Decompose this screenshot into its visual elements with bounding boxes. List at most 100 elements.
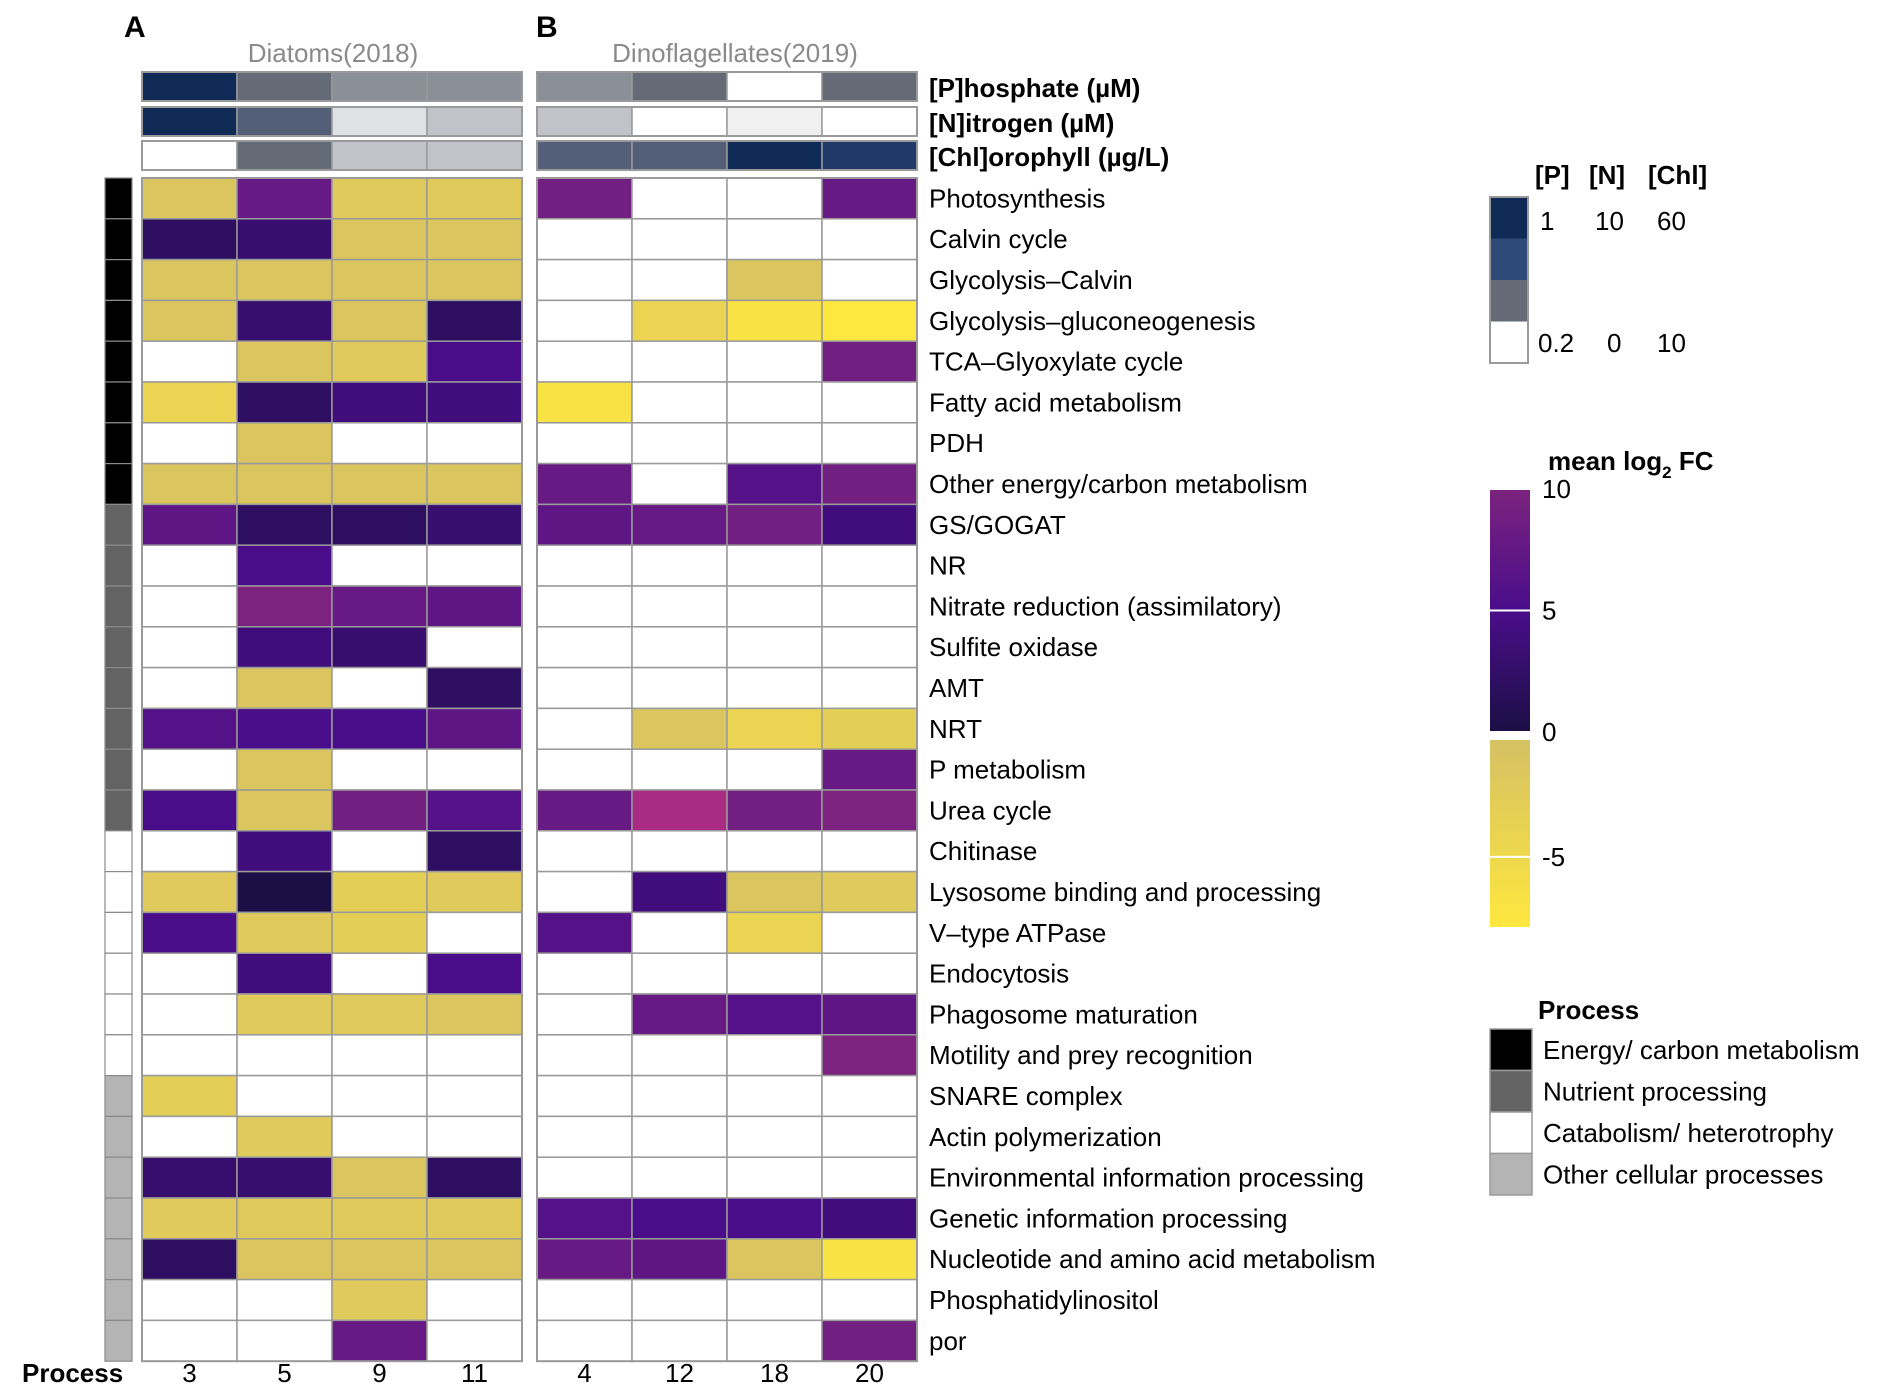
heatmap-cell <box>236 177 333 220</box>
heatmap-cell <box>236 789 333 832</box>
heatmap-cell <box>631 789 728 832</box>
row-label: PDH <box>929 428 984 458</box>
heatmap-cell <box>536 218 633 261</box>
heatmap-cell <box>821 258 918 302</box>
heatmap-cell <box>141 911 238 954</box>
heatmap-cell <box>536 1238 633 1281</box>
fc-legend-tick-label: -5 <box>1542 842 1565 872</box>
heatmap-cell <box>726 1319 823 1362</box>
heatmap-cell <box>141 1238 238 1281</box>
column-label: 4 <box>577 1358 591 1387</box>
process-legend-label: Catabolism/ heterotrophy <box>1543 1118 1833 1148</box>
process-category-cell <box>104 259 133 302</box>
heatmap-cell <box>141 462 238 506</box>
panel-a-title: Diatoms(2018) <box>248 38 419 68</box>
process-category-cell <box>104 218 133 261</box>
row-labels: Photosynthesis Calvin cycle Glycolysis–Cal… <box>929 183 1376 1355</box>
heatmap-cell <box>331 340 428 383</box>
heatmap-cell <box>536 340 633 383</box>
process-category-cell <box>104 1034 133 1077</box>
heatmap-cell <box>631 626 728 669</box>
heatmap-cell <box>536 462 633 506</box>
env-legend-low-p: 0.2 <box>1538 328 1574 358</box>
heatmap-cell <box>536 666 633 710</box>
heatmap-cell <box>236 707 333 750</box>
process-legend: Process Energy/ carbon metabolism Nutrien… <box>1489 995 1859 1196</box>
heatmap-cell <box>141 503 238 546</box>
process-category-cell <box>104 830 133 873</box>
heatmap-cell <box>331 258 428 302</box>
env-annotation-rows <box>141 71 918 171</box>
heatmap-cell <box>726 381 823 424</box>
heatmap-cell <box>331 626 428 669</box>
env-phosphate-cell <box>726 71 823 102</box>
heatmap-cell <box>331 544 428 587</box>
process-category-cell <box>104 666 133 709</box>
heatmap-cell <box>726 830 823 873</box>
heatmap-cell <box>236 1278 333 1322</box>
heatmap-cell <box>331 1197 428 1240</box>
heatmap-cell <box>821 626 918 669</box>
panel-a-frame <box>141 177 523 1363</box>
panel-b-letter: B <box>536 11 558 44</box>
heatmap-cell <box>141 870 238 914</box>
heatmap-cell <box>141 218 238 261</box>
heatmap-cell <box>726 789 823 832</box>
heatmap-cell <box>331 870 428 914</box>
row-label: Nitrate reduction (assimilatory) <box>929 591 1282 621</box>
process-category-cell <box>104 463 133 506</box>
heatmap-cell <box>236 422 333 465</box>
heatmap-cell <box>536 1278 633 1322</box>
row-label: Actin polymerization <box>929 1122 1162 1152</box>
heatmap-cell <box>821 993 918 1036</box>
row-label: SNARE complex <box>929 1081 1123 1111</box>
heatmap-cell <box>631 299 728 342</box>
heatmap-cell <box>726 462 823 506</box>
env-nitrogen-cell <box>821 106 918 137</box>
heatmap-cell <box>821 503 918 546</box>
heatmap-cell <box>331 1156 428 1199</box>
process-category-cell <box>104 585 133 628</box>
env-chlorophyll-cell <box>631 140 728 171</box>
row-label: Glycolysis–Calvin <box>929 265 1133 295</box>
heatmap-cell <box>821 299 918 342</box>
heatmap-cell <box>726 911 823 954</box>
heatmap-cell <box>726 422 823 465</box>
env-phosphate-cell <box>236 71 333 102</box>
heatmap-cell <box>726 748 823 791</box>
heatmap-cell <box>726 952 823 995</box>
heatmap-cell <box>331 1319 428 1362</box>
process-category-cell <box>104 1115 133 1158</box>
env-nitrogen-cell <box>141 106 238 137</box>
heatmap-cell <box>236 830 333 873</box>
heatmap-cell <box>236 626 333 669</box>
heatmap-cell <box>821 218 918 261</box>
heatmap-cell <box>821 177 918 220</box>
heatmap-cell <box>536 585 633 628</box>
heatmap-cell <box>631 1197 728 1240</box>
heatmap-cell <box>331 666 428 710</box>
heatmap-cell <box>426 993 523 1036</box>
row-label: GS/GOGAT <box>929 510 1066 540</box>
heatmap-cell <box>141 1319 238 1362</box>
heatmap-cell <box>631 993 728 1036</box>
heatmap-cell <box>631 1034 728 1077</box>
process-axis-label: Process <box>22 1358 123 1387</box>
env-nitrogen-frame <box>141 106 523 137</box>
env-chlorophyll-frame <box>536 140 918 171</box>
heatmap-cell <box>536 911 633 954</box>
env-nitrogen-cell <box>631 106 728 137</box>
heatmap-cell <box>426 462 523 506</box>
heatmap-cell <box>426 585 523 628</box>
heatmap-cell <box>631 381 728 424</box>
heatmap-cell <box>331 911 428 954</box>
process-category-cell <box>104 911 133 954</box>
heatmap-cell <box>141 1156 238 1199</box>
env-legend-high-n: 10 <box>1595 206 1624 236</box>
heatmap-cell <box>631 422 728 465</box>
heatmap-cell <box>236 748 333 791</box>
row-label: NRT <box>929 714 982 744</box>
heatmap-cell <box>536 1156 633 1199</box>
heatmap-cell <box>331 503 428 546</box>
heatmap-cell <box>726 993 823 1036</box>
